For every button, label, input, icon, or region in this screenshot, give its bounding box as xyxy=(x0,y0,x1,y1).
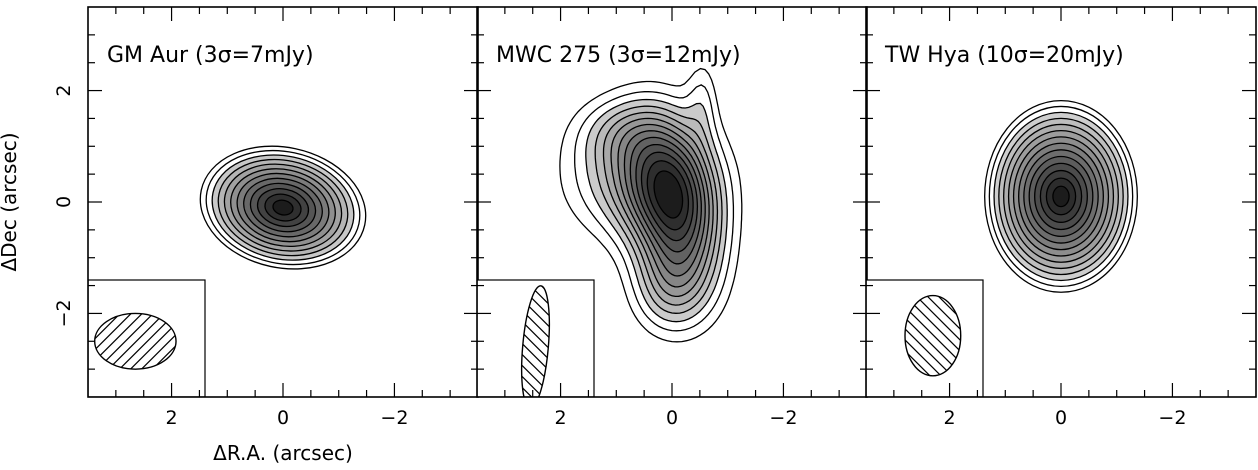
contour-level-14 xyxy=(1052,185,1070,208)
beam-inset-box xyxy=(88,279,206,397)
beam-ellipse xyxy=(904,294,962,377)
beam-inset-box xyxy=(866,279,984,397)
x-tick-label: 0 xyxy=(666,407,678,429)
y-tick-label: −2 xyxy=(53,299,75,327)
x-tick-label: 2 xyxy=(166,407,178,429)
contour-level-13 xyxy=(653,170,684,219)
panel-title: GM Aur (3σ=7mJy) xyxy=(107,43,314,68)
y-tick-label: 0 xyxy=(53,196,75,208)
beam-ellipse xyxy=(520,285,551,397)
y-tick-label: 2 xyxy=(53,85,75,97)
x-tick-label: −2 xyxy=(769,407,797,429)
contour-area xyxy=(866,99,1138,397)
contour-area xyxy=(477,67,743,397)
beam-inset-box xyxy=(477,279,595,397)
panel-3: 2 0 −2 TW Hya (10σ=20mJy) xyxy=(865,6,1257,429)
beam-hatch xyxy=(905,295,961,376)
x-tick-label: 2 xyxy=(555,407,567,429)
x-tick-label: −2 xyxy=(380,407,408,429)
contour-level-12 xyxy=(272,199,294,216)
x-tick-label: −2 xyxy=(1158,407,1186,429)
panel-1: 2 0 −2 2 0 −2 GM Aur (3σ=7mJy) xyxy=(53,6,479,429)
x-tick-label: 0 xyxy=(277,407,289,429)
y-axis-label: ΔDec (arcsec) xyxy=(0,132,21,271)
panel-2: 2 0 −2 MWC 275 (3σ=12mJy) xyxy=(476,6,868,429)
panel-title: MWC 275 (3σ=12mJy) xyxy=(496,43,741,68)
contour-area xyxy=(88,145,367,397)
beam-hatch xyxy=(94,313,177,370)
x-tick-label: 2 xyxy=(944,407,956,429)
beam-hatch xyxy=(517,284,554,397)
x-axis-label: ΔR.A. (arcsec) xyxy=(213,441,353,465)
x-tick-label: 0 xyxy=(1055,407,1067,429)
panel-title: TW Hya (10σ=20mJy) xyxy=(884,43,1124,68)
